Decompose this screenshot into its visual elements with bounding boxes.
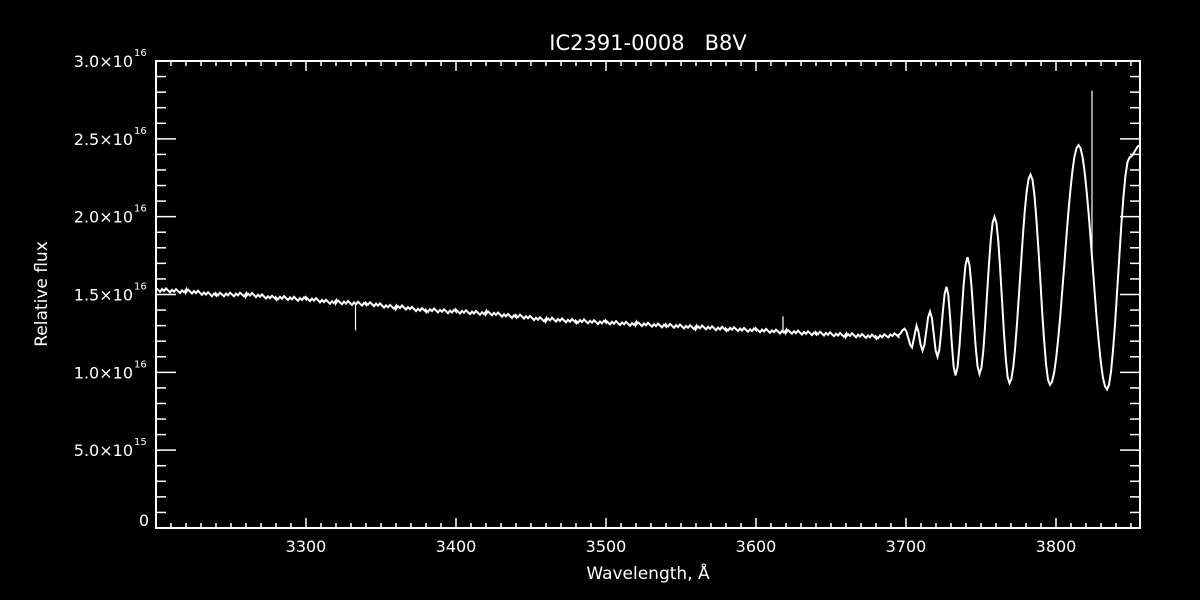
y-tick-label: 1.0×10 [74, 363, 133, 382]
y-tick-exponent: 16 [134, 204, 147, 215]
x-tick-label: 3800 [1036, 537, 1077, 556]
x-axis-label: Wavelength, Å [586, 562, 710, 584]
y-tick-exponent: 16 [134, 359, 147, 370]
x-tick-label: 3300 [286, 537, 327, 556]
y-tick-exponent: 16 [134, 48, 147, 59]
y-tick-label: 0 [139, 511, 149, 530]
x-tick-label: 3500 [586, 537, 627, 556]
y-axis-label: Relative flux [32, 241, 52, 347]
plot-frame [155, 60, 1141, 529]
chart-title: IC2391-0008 B8V [549, 31, 747, 55]
x-tick-label: 3600 [736, 537, 777, 556]
y-tick-label: 3.0×10 [74, 52, 133, 71]
y-tick-exponent: 15 [134, 437, 147, 448]
plot-area [155, 90, 1141, 392]
spectrum-line [155, 143, 1141, 392]
y-tick-exponent: 16 [134, 282, 147, 293]
y-tick-label: 1.5×10 [74, 286, 133, 305]
x-tick-label: 3700 [886, 537, 927, 556]
y-tick-exponent: 16 [134, 126, 147, 137]
y-tick-label: 2.5×10 [74, 130, 133, 149]
x-tick-label: 3400 [436, 537, 477, 556]
y-tick-label: 2.0×10 [74, 208, 133, 227]
y-tick-label: 5.0×10 [74, 441, 133, 460]
axis-ticks [156, 61, 1140, 528]
